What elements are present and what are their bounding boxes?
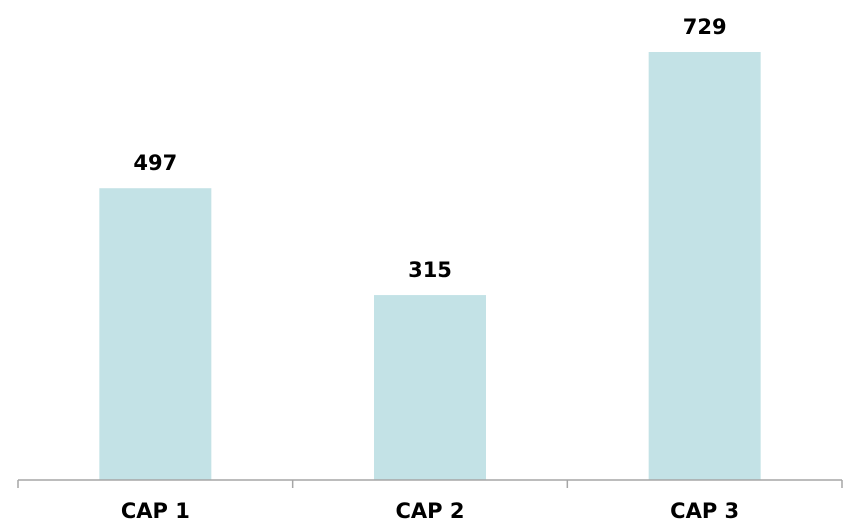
bar-data-label: 315	[408, 258, 452, 282]
bar-cap-1	[99, 188, 212, 481]
data-label-group: 497 315 729	[133, 15, 726, 282]
bar-group	[99, 52, 761, 481]
bar-cap-3	[648, 52, 761, 480]
x-axis-ticks	[17, 480, 843, 488]
bar-data-label: 729	[683, 15, 727, 39]
bar-cap-2	[374, 295, 486, 480]
category-label: CAP 3	[670, 499, 739, 523]
category-label-group: CAP 1 CAP 2 CAP 3	[121, 499, 739, 523]
bar-data-label: 497	[133, 151, 177, 175]
category-label: CAP 2	[396, 499, 465, 523]
category-label: CAP 1	[121, 499, 190, 523]
